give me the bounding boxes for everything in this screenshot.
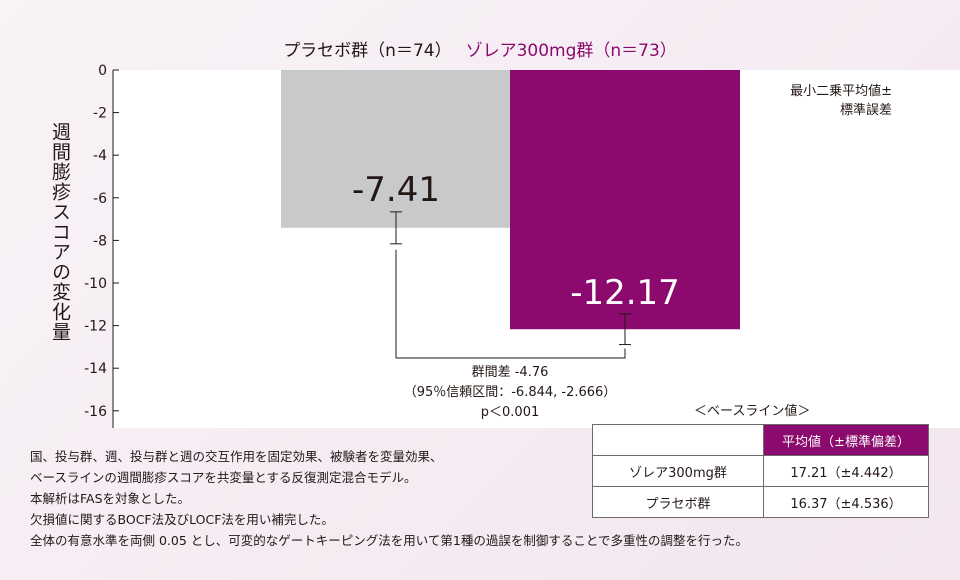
baseline-value: 17.21（±4.442） [763,455,929,487]
baseline-value: 16.37（±4.536） [763,486,929,518]
legend-placebo: プラセボ群（n＝74） [283,41,452,61]
bar-zilebesiran [510,70,740,330]
baseline-header-blank [592,424,764,456]
data-label-zilebesiran: -12.17 [570,273,680,313]
baseline-header: 平均値（±標準偏差） [763,424,929,456]
legend-zilebesiran: ゾレア300mg群（n＝73） [465,41,677,61]
y-tick-label: -10 [84,276,107,292]
stat-note: 最小二乗平均値± 標準誤差 [790,82,892,120]
footnote-2: ベースラインの週間膨疹スコアを共変量とする反復測定混合モデル。 [30,470,417,485]
baseline-title: ＜ベースライン値＞ [694,404,811,419]
data-label-placebo: -7.41 [352,170,440,210]
difference-text: （95％信頼区間：-6.844, -2.666） [404,385,617,400]
difference-bracket [395,249,626,359]
difference-text: 群間差 -4.76 [472,365,549,380]
y-tick-label: 0 [98,63,107,79]
baseline-group: プラセボ群 [592,486,764,518]
y-tick-label: -14 [84,361,107,377]
table-row: ゾレア300mg群 17.21（±4.442） [592,455,929,487]
y-tick-label: -2 [93,106,107,122]
footnotes: 国、投与群、週、投与群と週の交互作用を固定効果、被験者を変量効果、 ベースライン… [30,446,748,551]
y-axis-label: 週間膨疹スコアの変化量 [49,122,71,342]
y-tick-label: -16 [84,404,107,420]
stat-note-line-1: 最小二乗平均値± [790,84,892,99]
y-tick-label: -8 [93,233,107,249]
y-tick-label: -12 [84,319,107,335]
stat-note-line-2: 標準誤差 [839,103,892,118]
footnote-4: 欠損値に関するBOCF法及びLOCF法を用い補完した。 [30,512,334,527]
legend: プラセボ群（n＝74） ゾレア300mg群（n＝73） [0,36,960,61]
baseline-table: 平均値（±標準偏差） ゾレア300mg群 17.21（±4.442） プラセボ群… [592,424,929,518]
table-row: プラセボ群 16.37（±4.536） [592,486,929,518]
bar-placebo [281,70,511,228]
baseline-group: ゾレア300mg群 [592,455,764,487]
y-tick-label: -4 [93,148,107,164]
difference-text: p＜0.001 [481,405,539,420]
footnote-5: 全体の有意水準を両側 0.05 とし、可変的なゲートキーピング法を用いて第1種の… [30,533,748,548]
footnote-3: 本解析はFASを対象とした。 [30,491,191,506]
baseline-header-row: 平均値（±標準偏差） [592,424,929,456]
footnote-1: 国、投与群、週、投与群と週の交互作用を固定効果、被験者を変量効果、 [30,449,443,464]
y-tick-label: -6 [93,191,107,207]
